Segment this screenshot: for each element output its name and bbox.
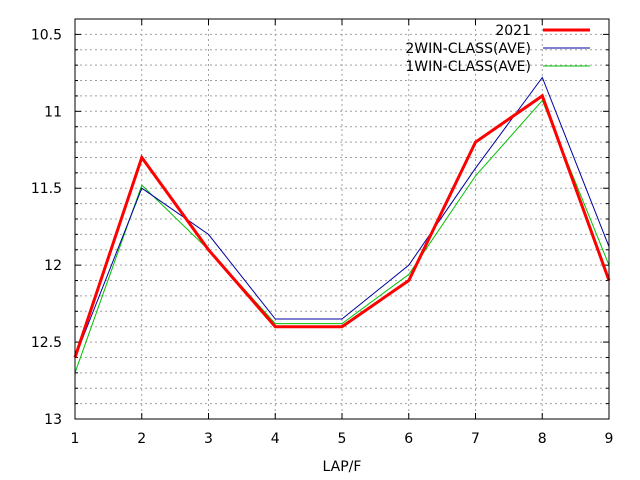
y-tick-label: 11.5: [31, 181, 62, 197]
x-tick-labels: 1 2 3 4 5 6 7 8 9: [71, 431, 614, 447]
legend-label: 2021: [495, 23, 531, 39]
y-tick-labels: 10.5 11 11.5 12 12.5 13: [31, 27, 62, 428]
x-tick-label: 9: [605, 431, 614, 447]
y-tick-label: 10.5: [31, 27, 62, 43]
x-tick-label: 7: [471, 431, 480, 447]
x-tick-label: 3: [204, 431, 213, 447]
series-lines: [73, 76, 611, 373]
series-line-2021: [73, 93, 611, 358]
y-tick-label: 13: [44, 412, 62, 428]
x-tick-label: 5: [338, 431, 347, 447]
series-line-2win-class-ave: [74, 76, 610, 358]
y-tick-label: 12.5: [31, 335, 62, 351]
y-tick-label: 12: [44, 258, 62, 274]
x-axis-label: LAP/F: [323, 459, 362, 475]
x-tick-label: 1: [71, 431, 80, 447]
x-tick-label: 8: [538, 431, 547, 447]
plot-frame: [74, 18, 610, 420]
x-tick-label: 6: [404, 431, 413, 447]
legend-label: 1WIN-CLASS(AVE): [405, 59, 531, 75]
legend-label: 2WIN-CLASS(AVE): [405, 41, 531, 57]
x-tick-label: 4: [271, 431, 280, 447]
legend: 2021 2WIN-CLASS(AVE) 1WIN-CLASS(AVE): [405, 23, 590, 75]
y-tick-label: 11: [44, 104, 62, 120]
x-tick-label: 2: [137, 431, 146, 447]
series-line-1win-class-ave: [74, 99, 610, 373]
